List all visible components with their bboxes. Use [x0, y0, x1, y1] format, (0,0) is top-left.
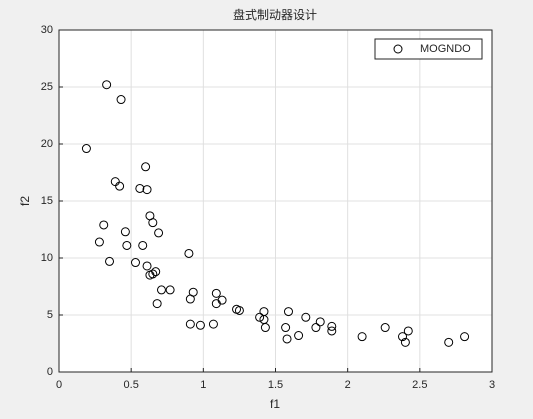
- x-tick-label: 1: [200, 379, 206, 391]
- y-tick-label: 20: [41, 138, 53, 150]
- legend-label: MOGNDO: [420, 43, 471, 55]
- scatter-point: [260, 323, 270, 333]
- x-tick-label: 2: [345, 379, 351, 391]
- scatter-point: [94, 237, 104, 247]
- scatter-point: [148, 218, 158, 228]
- scatter-point: [130, 258, 140, 268]
- scatter-point: [283, 307, 293, 317]
- scatter-point: [81, 144, 91, 154]
- scatter-point: [327, 321, 337, 331]
- scatter-point: [255, 312, 265, 322]
- scatter-point: [142, 185, 152, 195]
- y-tick-label: 30: [41, 24, 53, 36]
- scatter-point: [185, 319, 195, 329]
- scatter-point: [327, 326, 337, 336]
- scatter-point: [380, 323, 390, 333]
- scatter-point: [234, 305, 244, 315]
- x-tick-label: 2.5: [412, 379, 427, 391]
- scatter-point: [311, 323, 321, 333]
- scatter-point: [357, 332, 367, 342]
- scatter-point: [99, 220, 109, 230]
- scatter-point: [195, 320, 205, 330]
- scatter-point: [116, 95, 126, 105]
- x-axis-label: f1: [270, 397, 280, 411]
- y-tick-label: 0: [47, 366, 53, 378]
- scatter-point: [165, 285, 175, 295]
- scatter-point: [141, 162, 151, 172]
- chart-title: 盘式制动器设计: [233, 7, 317, 22]
- scatter-point: [294, 331, 304, 341]
- scatter-point: [444, 337, 454, 347]
- scatter-point: [460, 332, 470, 342]
- scatter-point: [152, 299, 162, 309]
- scatter-point: [138, 240, 148, 250]
- y-axis-label: f2: [18, 196, 32, 206]
- scatter-point: [211, 288, 221, 298]
- y-tick-label: 25: [41, 81, 53, 93]
- scatter-point: [315, 317, 325, 327]
- legend-box: [374, 38, 483, 60]
- y-tick-label: 15: [41, 195, 53, 207]
- scatter-point: [142, 261, 152, 271]
- scatter-point: [145, 270, 155, 280]
- legend-marker: [393, 44, 403, 54]
- scatter-point: [403, 326, 413, 336]
- scatter-point: [184, 248, 194, 258]
- scatter-point: [398, 332, 408, 342]
- scatter-point: [120, 227, 130, 237]
- scatter-point: [122, 240, 132, 250]
- scatter-point: [281, 323, 291, 333]
- scatter-point: [211, 299, 221, 309]
- scatter-point: [115, 181, 125, 191]
- scatter-point: [105, 256, 115, 266]
- y-tick-label: 10: [41, 252, 53, 264]
- scatter-point: [185, 294, 195, 304]
- scatter-point: [301, 312, 311, 322]
- scatter-point: [135, 183, 145, 193]
- scatter-point: [282, 334, 292, 344]
- scatter-point: [208, 319, 218, 329]
- scatter-point: [400, 337, 410, 347]
- scatter-point: [102, 80, 112, 90]
- y-tick-label: 5: [47, 309, 53, 321]
- x-tick-label: 0: [56, 379, 62, 391]
- x-tick-label: 3: [489, 379, 495, 391]
- scatter-point: [156, 285, 166, 295]
- scatter-point: [154, 228, 164, 238]
- x-tick-label: 0.5: [124, 379, 139, 391]
- x-tick-label: 1.5: [268, 379, 283, 391]
